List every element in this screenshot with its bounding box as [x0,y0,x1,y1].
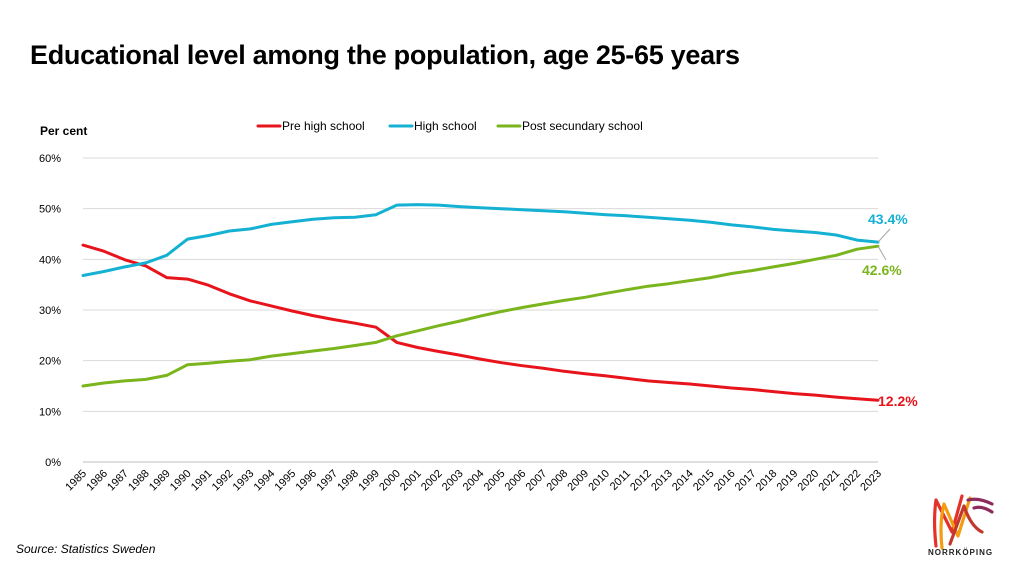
legend-label: Pre high school [282,119,365,133]
x-tick-label: 2023 [858,468,884,494]
x-tick-label: 2015 [691,468,717,494]
x-tick-label: 1994 [252,468,278,494]
series-line-1 [81,203,880,277]
leader-line [877,245,887,261]
x-tick-label: 1985 [63,468,89,494]
end-labels: 12.2% 43.4% 42.6% [862,211,918,409]
end-label: 12.2% [878,393,918,409]
x-tick-label: 1988 [126,468,152,494]
chart-title: Educational level among the population, … [30,40,740,70]
legend-label: Post secundary school [522,119,643,133]
x-tick-label: 2011 [608,468,633,493]
y-tick-label: 20% [39,356,61,368]
x-tick-label: 1987 [105,468,131,494]
y-tick-label: 40% [39,254,61,266]
end-label: 43.4% [868,211,908,227]
x-tick-label: 2001 [398,468,424,494]
series-line-2 [81,244,880,388]
y-tick-label: 10% [39,406,61,418]
y-axis: Per cent 0% 10% 20% 30% 40% 50% 60% [39,124,87,469]
x-tick-label: 2020 [796,468,822,494]
x-tick-label: 2008 [545,468,571,494]
y-tick-label: 50% [39,204,61,216]
source-note: Source: Statistics Sweden [16,542,156,556]
y-tick-label: 0% [45,457,61,469]
x-tick-label: 2003 [440,468,466,494]
x-tick-label: 1999 [356,468,382,494]
x-tick-label: 2021 [816,468,842,494]
x-tick-label: 1990 [168,468,194,494]
x-tick-label: 2012 [628,468,654,494]
logo-text: NORRKÖPING [928,548,994,557]
end-label: 42.6% [862,262,902,278]
x-tick-label: 1995 [273,468,299,494]
x-tick-label: 1992 [210,468,236,494]
x-tick-label: 2000 [377,468,403,494]
legend-label: High school [414,119,477,133]
y-axis-label: Per cent [40,124,87,138]
x-tick-label: 2017 [733,468,759,494]
x-tick-label: 1996 [293,468,319,494]
x-tick-label: 1991 [189,468,215,494]
x-tick-label: 2006 [503,468,529,494]
x-tick-label: 2009 [565,468,591,494]
logo-stroke-1 [932,494,964,548]
x-axis: 1985198619871988198919901991199219931994… [63,468,884,494]
x-tick-label: 2018 [754,468,780,494]
x-tick-label: 1997 [314,468,340,494]
gridlines [83,157,878,463]
x-tick-label: 1998 [335,468,361,494]
x-tick-label: 1986 [84,468,110,494]
series-line-0 [81,243,880,402]
x-tick-label: 1993 [231,468,257,494]
logo-stroke-3 [948,504,984,546]
x-tick-label: 2013 [649,468,675,494]
x-tick-label: 2005 [482,468,508,494]
y-tick-label: 30% [39,305,61,317]
x-tick-label: 2010 [586,468,612,494]
x-tick-label: 2019 [775,468,801,494]
x-tick-label: 1989 [147,468,173,494]
x-tick-label: 2014 [670,468,696,494]
y-tick-label: 60% [39,153,61,165]
series-lines [81,203,880,402]
x-tick-label: 2016 [712,468,738,494]
leader-line [877,228,891,243]
x-tick-label: 2004 [461,468,487,494]
legend: Pre high school High school Post secundary… [256,119,643,133]
norrkoping-logo-icon [932,494,994,550]
logo-stroke-2 [939,496,972,550]
logo-stroke-4 [966,497,994,514]
x-tick-label: 2002 [419,468,445,494]
x-tick-label: 2007 [524,468,550,494]
x-tick-label: 2022 [837,468,863,494]
